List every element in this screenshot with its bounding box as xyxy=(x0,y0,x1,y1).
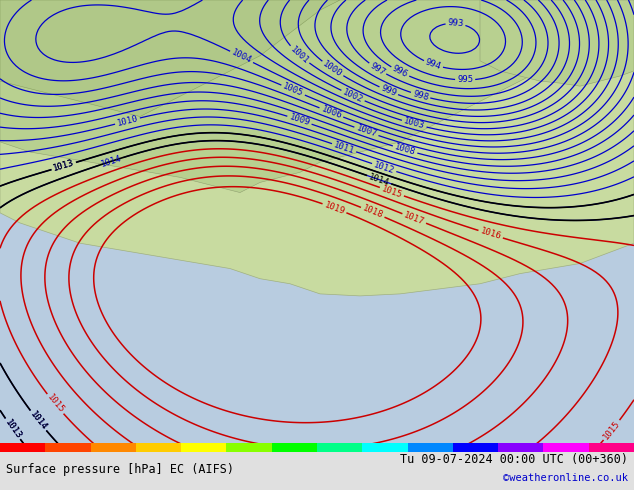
Text: Tu 09-07-2024 00:00 UTC (00+360): Tu 09-07-2024 00:00 UTC (00+360) xyxy=(399,453,628,466)
Text: 1013: 1013 xyxy=(52,159,75,173)
Text: 1000: 1000 xyxy=(321,59,344,78)
Bar xyxy=(362,443,408,452)
Bar xyxy=(0,443,45,452)
Text: ©weatheronline.co.uk: ©weatheronline.co.uk xyxy=(503,473,628,483)
Text: 1015: 1015 xyxy=(45,393,65,415)
Text: 997: 997 xyxy=(368,61,387,77)
Text: 1007: 1007 xyxy=(355,123,378,139)
Bar xyxy=(181,443,226,452)
Text: 999: 999 xyxy=(380,84,398,98)
Bar xyxy=(589,443,634,452)
Text: 1018: 1018 xyxy=(361,204,384,221)
Text: 996: 996 xyxy=(391,64,410,79)
Text: 1004: 1004 xyxy=(230,48,253,66)
Polygon shape xyxy=(0,0,634,296)
Text: 1015: 1015 xyxy=(602,419,622,441)
Text: 1014: 1014 xyxy=(28,410,48,432)
Text: 1010: 1010 xyxy=(116,114,139,128)
Bar xyxy=(136,443,181,452)
Bar xyxy=(453,443,498,452)
Text: 998: 998 xyxy=(411,89,430,102)
Text: 1013: 1013 xyxy=(3,417,23,441)
Text: 995: 995 xyxy=(457,75,473,84)
Bar xyxy=(272,443,317,452)
Text: 1019: 1019 xyxy=(323,200,346,216)
Text: 1017: 1017 xyxy=(403,210,426,227)
Text: Surface pressure [hPa] EC (AIFS): Surface pressure [hPa] EC (AIFS) xyxy=(6,463,235,476)
Text: 1003: 1003 xyxy=(403,117,425,131)
Bar xyxy=(317,443,362,452)
Text: 1006: 1006 xyxy=(320,104,343,121)
Text: 1008: 1008 xyxy=(394,142,417,157)
Text: 1015: 1015 xyxy=(380,184,403,199)
Bar xyxy=(45,443,91,452)
Text: 1014: 1014 xyxy=(368,172,391,187)
Text: 993: 993 xyxy=(447,18,464,28)
Text: 1014: 1014 xyxy=(28,410,48,432)
Text: 1011: 1011 xyxy=(332,140,356,155)
Bar xyxy=(408,443,453,452)
Text: 1016: 1016 xyxy=(479,227,502,242)
Text: 1014: 1014 xyxy=(100,153,123,169)
Text: 1005: 1005 xyxy=(281,82,305,98)
Polygon shape xyxy=(0,0,340,117)
Text: 1009: 1009 xyxy=(288,113,311,128)
Text: 1012: 1012 xyxy=(373,160,396,175)
Text: 1001: 1001 xyxy=(288,44,311,66)
Bar xyxy=(91,443,136,452)
Text: 1002: 1002 xyxy=(341,87,365,104)
Text: 1013: 1013 xyxy=(3,417,23,441)
Polygon shape xyxy=(0,0,634,193)
Bar xyxy=(226,443,272,452)
Bar xyxy=(543,443,589,452)
Bar xyxy=(498,443,543,452)
Text: 994: 994 xyxy=(424,57,443,72)
Polygon shape xyxy=(480,0,634,86)
Text: 1013: 1013 xyxy=(52,159,75,173)
